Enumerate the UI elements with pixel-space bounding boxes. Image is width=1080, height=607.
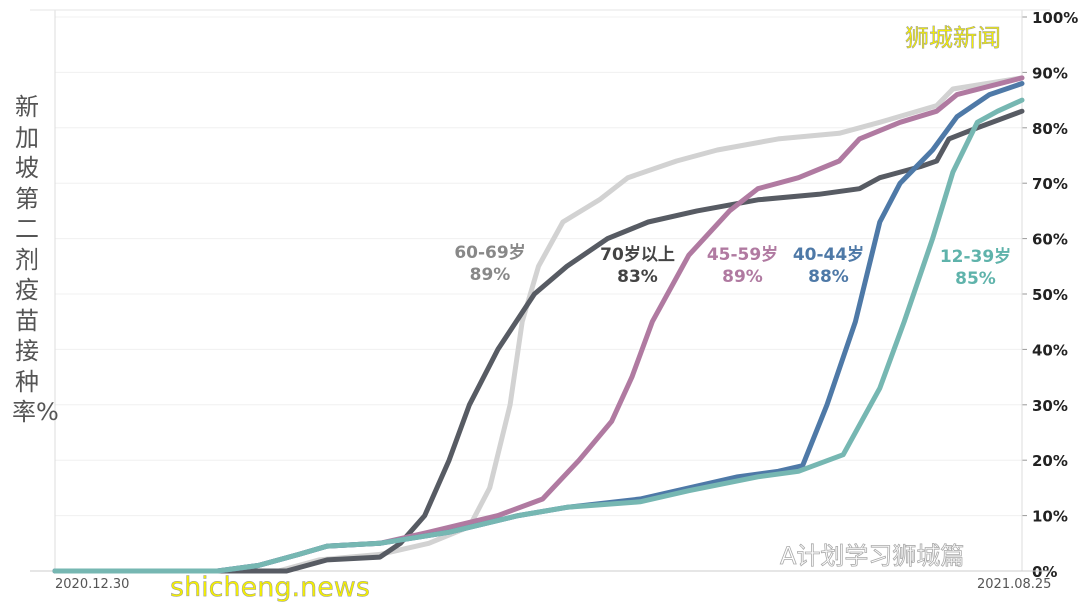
y-tick-label: 0% [1032, 563, 1057, 581]
watermark-wechat: A计划学习狮城篇 [780, 542, 965, 571]
series-value: 83% [617, 267, 658, 287]
series-value: 88% [808, 267, 849, 287]
y-tick-label: 40% [1032, 341, 1068, 359]
series-line-70岁以上 [52, 108, 1025, 574]
series-name: 45-59岁 [706, 245, 779, 265]
y-tick-label: 20% [1032, 452, 1068, 470]
y-tick-label: 10% [1032, 508, 1068, 526]
label-45-59: 45-59岁 89% [700, 244, 785, 288]
series-name: 12-39岁 [939, 247, 1012, 267]
label-40-44: 40-44岁 88% [786, 244, 871, 288]
y-tick-label: 70% [1032, 175, 1068, 193]
series-name: 40-44岁 [792, 245, 865, 265]
x-tick-label: 2020.12.30 [55, 577, 129, 592]
label-12-39: 12-39岁 85% [933, 246, 1018, 290]
series-line-45-59岁 [52, 75, 1025, 574]
series-name: 60-69岁 [454, 243, 526, 263]
y-tick-label: 80% [1032, 120, 1068, 138]
y-tick-label: 90% [1032, 64, 1068, 82]
x-tick-label: 2021.08.25 [977, 577, 1051, 592]
series-value: 89% [722, 267, 763, 287]
y-tick-label: 50% [1032, 286, 1068, 304]
series-line-60-69岁 [52, 75, 1025, 574]
series-value: 89% [469, 265, 511, 285]
y-tick-label: 60% [1032, 231, 1068, 249]
series-value: 85% [955, 269, 996, 289]
label-70plus: 70岁以上 83% [590, 244, 685, 288]
watermark-top: 狮城新闻 [905, 24, 1002, 53]
watermark-bottom: shicheng.news [170, 572, 370, 604]
label-60-69: 60-69岁 89% [450, 242, 530, 286]
y-tick-label: 100% [1032, 9, 1078, 27]
y-axis-label: 新加坡第二剂疫苗接种率% [12, 93, 59, 426]
series-name: 70岁以上 [600, 245, 675, 265]
series-line-12-39岁 [52, 97, 1025, 574]
y-tick-label: 30% [1032, 397, 1068, 415]
